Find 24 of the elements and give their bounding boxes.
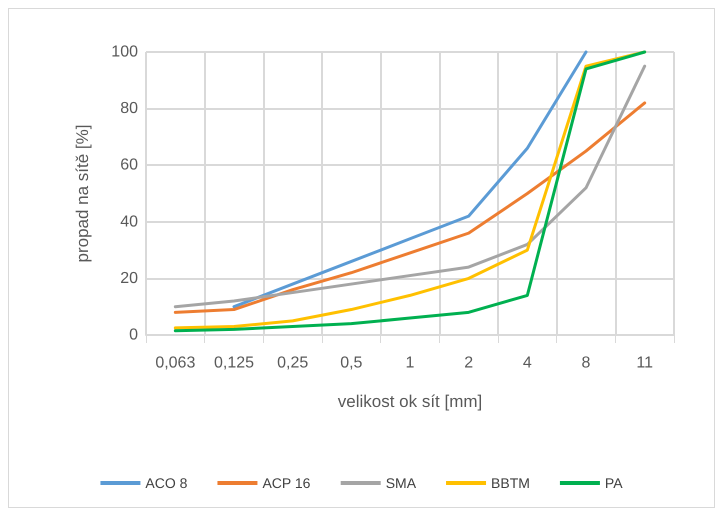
y-tick-label: 40 <box>120 213 138 230</box>
line-series <box>232 50 588 308</box>
y-axis-title: propad na sítě [%] <box>73 124 92 262</box>
legend-label: ACP 16 <box>262 475 311 491</box>
x-tick-label: 2 <box>464 354 474 372</box>
legend-label: BBTM <box>491 475 530 491</box>
legend-label: SMA <box>386 475 417 491</box>
legend-label: PA <box>604 475 624 491</box>
x-axis-title: velikost ok sít [mm] <box>338 392 482 411</box>
y-tick-label: 100 <box>111 44 138 60</box>
y-tick-label: 0 <box>129 326 138 344</box>
y-tick-label: 60 <box>120 156 138 174</box>
line-series <box>174 101 646 314</box>
x-tick-label: 0,125 <box>214 354 254 372</box>
x-tick-label: 11 <box>636 354 654 372</box>
x-tick-label: 0,5 <box>340 354 363 372</box>
x-tick-label: 8 <box>582 354 591 372</box>
x-tick-label: 4 <box>522 354 532 372</box>
x-tick-label: 0,25 <box>277 354 308 372</box>
legend-label: ACO 8 <box>145 475 188 491</box>
x-tick-label: 1 <box>406 354 415 372</box>
y-tick-label: 20 <box>120 270 138 287</box>
y-tick-label: 80 <box>120 100 138 118</box>
x-tick-label: 0,063 <box>155 354 196 372</box>
